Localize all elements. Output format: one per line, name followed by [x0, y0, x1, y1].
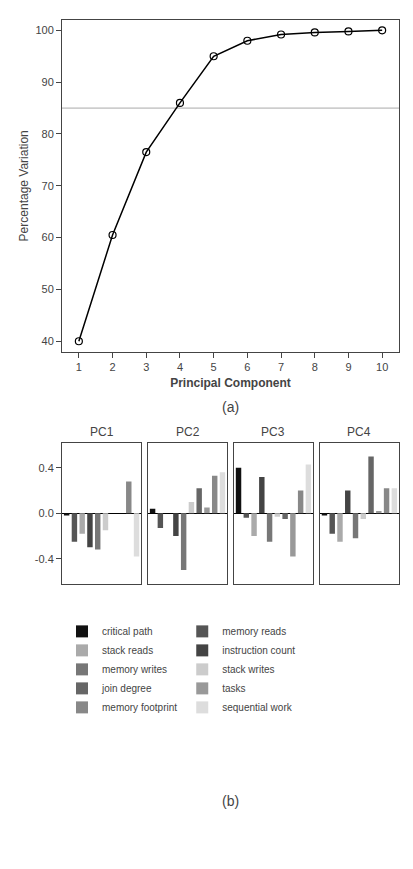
- svg-text:PC1: PC1: [90, 425, 114, 439]
- svg-text:6: 6: [244, 361, 250, 373]
- svg-text:0.4: 0.4: [39, 462, 54, 474]
- svg-text:70: 70: [42, 180, 54, 192]
- svg-text:sequential work: sequential work: [222, 702, 292, 713]
- svg-text:80: 80: [42, 128, 54, 140]
- svg-text:10: 10: [376, 361, 388, 373]
- svg-text:tasks: tasks: [222, 683, 245, 694]
- svg-text:(a): (a): [222, 399, 239, 415]
- svg-text:9: 9: [345, 361, 351, 373]
- svg-text:instruction count: instruction count: [222, 645, 295, 656]
- svg-text:7: 7: [278, 361, 284, 373]
- svg-text:1: 1: [76, 361, 82, 373]
- svg-text:(b): (b): [222, 793, 239, 809]
- svg-text:60: 60: [42, 231, 54, 243]
- svg-text:50: 50: [42, 283, 54, 295]
- svg-text:critical path: critical path: [102, 626, 153, 637]
- svg-text:Principal Component: Principal Component: [170, 376, 291, 390]
- svg-text:100: 100: [35, 24, 53, 36]
- svg-text:3: 3: [143, 361, 149, 373]
- svg-text:2: 2: [109, 361, 115, 373]
- svg-text:join degree: join degree: [101, 683, 152, 694]
- svg-text:memory reads: memory reads: [222, 626, 286, 637]
- svg-text:90: 90: [42, 76, 54, 88]
- svg-text:0.0: 0.0: [39, 507, 54, 519]
- svg-text:-0.4: -0.4: [35, 553, 54, 565]
- svg-text:5: 5: [211, 361, 217, 373]
- svg-text:PC3: PC3: [261, 425, 285, 439]
- svg-text:stack reads: stack reads: [102, 645, 153, 656]
- svg-text:PC4: PC4: [347, 425, 371, 439]
- svg-text:40: 40: [42, 335, 54, 347]
- svg-text:Percentage Variation: Percentage Variation: [17, 130, 31, 241]
- svg-text:4: 4: [177, 361, 183, 373]
- svg-text:memory writes: memory writes: [102, 664, 167, 675]
- svg-text:8: 8: [312, 361, 318, 373]
- svg-text:PC2: PC2: [176, 425, 200, 439]
- svg-text:memory footprint: memory footprint: [102, 702, 177, 713]
- svg-text:stack writes: stack writes: [222, 664, 274, 675]
